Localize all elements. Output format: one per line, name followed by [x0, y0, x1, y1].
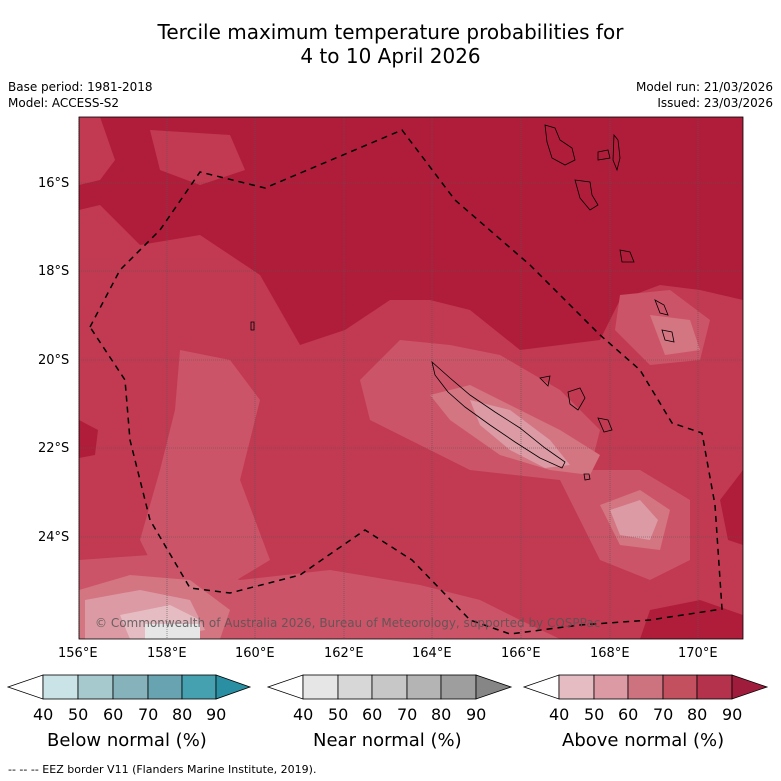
loyalty-islands-3 — [539, 375, 551, 387]
map-frame — [78, 116, 744, 640]
above-normal-label: Above normal (%) — [562, 730, 725, 751]
eez-footer-note: -- -- -- EEZ border V11 (Flanders Marine… — [8, 763, 317, 776]
lon-label-170e: 170°E — [678, 646, 718, 661]
near-tick-50: 50 — [328, 705, 349, 724]
shade-above-80-northwest — [79, 117, 115, 185]
below-normal-label: Below normal (%) — [47, 730, 207, 751]
near-normal-label: Near normal (%) — [313, 730, 462, 751]
lon-label-162e: 162°E — [324, 646, 364, 661]
shade-above-50-southeast — [610, 500, 658, 540]
lon-label-156e: 156°E — [58, 646, 98, 661]
new-caledonia-island — [431, 360, 566, 469]
below-tick-50: 50 — [68, 705, 89, 724]
meta-right: Model run: 21/03/2026 Issued: 23/03/2026 — [636, 79, 773, 111]
vanuatu-espiritu-santo — [544, 124, 576, 166]
shade-above-70-center — [140, 350, 270, 590]
near-tick-70: 70 — [397, 705, 418, 724]
shade-near-normal-40 — [145, 624, 200, 639]
isle-of-pines — [583, 473, 591, 481]
copyright-text: © Commonwealth of Australia 2026, Bureau… — [95, 616, 600, 630]
base-period: Base period: 1981-2018 — [8, 80, 153, 94]
lat-label-24s: 24°S — [38, 530, 70, 545]
below-tick-90: 90 — [206, 705, 227, 724]
map-title-line-1: Tercile maximum temperature probabilitie… — [157, 20, 624, 44]
near-tick-80: 80 — [431, 705, 452, 724]
vanuatu-islands-1 — [574, 179, 599, 211]
above-tick-80: 80 — [687, 705, 708, 724]
loyalty-islands-1 — [567, 387, 586, 411]
probability-shading — [79, 117, 743, 639]
small-islet — [661, 329, 675, 343]
map-title-line-2: 4 to 10 April 2026 — [300, 44, 481, 68]
lon-label-158e: 158°E — [147, 646, 187, 661]
below-tick-70: 70 — [138, 705, 159, 724]
above-tick-70: 70 — [653, 705, 674, 724]
lon-label-166e: 166°E — [501, 646, 541, 661]
lon-label-160e: 160°E — [235, 646, 275, 661]
model-run: Model run: 21/03/2026 — [635, 80, 773, 94]
lon-label-168e: 168°E — [590, 646, 630, 661]
model-name: Model: ACCESS-S2 — [8, 96, 120, 110]
chesterfield-islet — [250, 321, 255, 331]
shade-above-90-southwest — [79, 420, 98, 458]
shade-above-90-south — [640, 600, 743, 639]
lat-label-18s: 18°S — [38, 264, 70, 279]
above-tick-50: 50 — [584, 705, 605, 724]
meta-left: Base period: 1981-2018 Model: ACCESS-S2 — [8, 79, 153, 111]
vanuatu-tanna — [619, 249, 635, 263]
shade-above-80-patch — [150, 130, 245, 185]
below-tick-80: 80 — [172, 705, 193, 724]
vanuatu-efate — [597, 149, 611, 161]
shade-above-50-new-caledonia — [470, 400, 570, 468]
shade-above-60-northeast — [650, 315, 700, 355]
eez-border — [89, 129, 723, 635]
loyalty-islands-2 — [597, 417, 613, 433]
shade-above-90-southeast — [720, 470, 743, 545]
near-tick-40: 40 — [293, 705, 314, 724]
above-tick-60: 60 — [618, 705, 639, 724]
above-tick-40: 40 — [549, 705, 570, 724]
lat-label-20s: 20°S — [38, 353, 70, 368]
above-tick-90: 90 — [722, 705, 743, 724]
near-tick-90: 90 — [466, 705, 487, 724]
lat-label-16s: 16°S — [38, 176, 70, 191]
lat-label-22s: 22°S — [38, 441, 70, 456]
matthew-hunter-islet — [654, 299, 669, 316]
below-tick-60: 60 — [103, 705, 124, 724]
coastlines — [250, 124, 675, 481]
issued-date: Issued: 23/03/2026 — [657, 96, 773, 110]
below-tick-40: 40 — [33, 705, 54, 724]
near-tick-60: 60 — [362, 705, 383, 724]
vanuatu-islands-2 — [612, 133, 621, 172]
lon-label-164e: 164°E — [412, 646, 452, 661]
